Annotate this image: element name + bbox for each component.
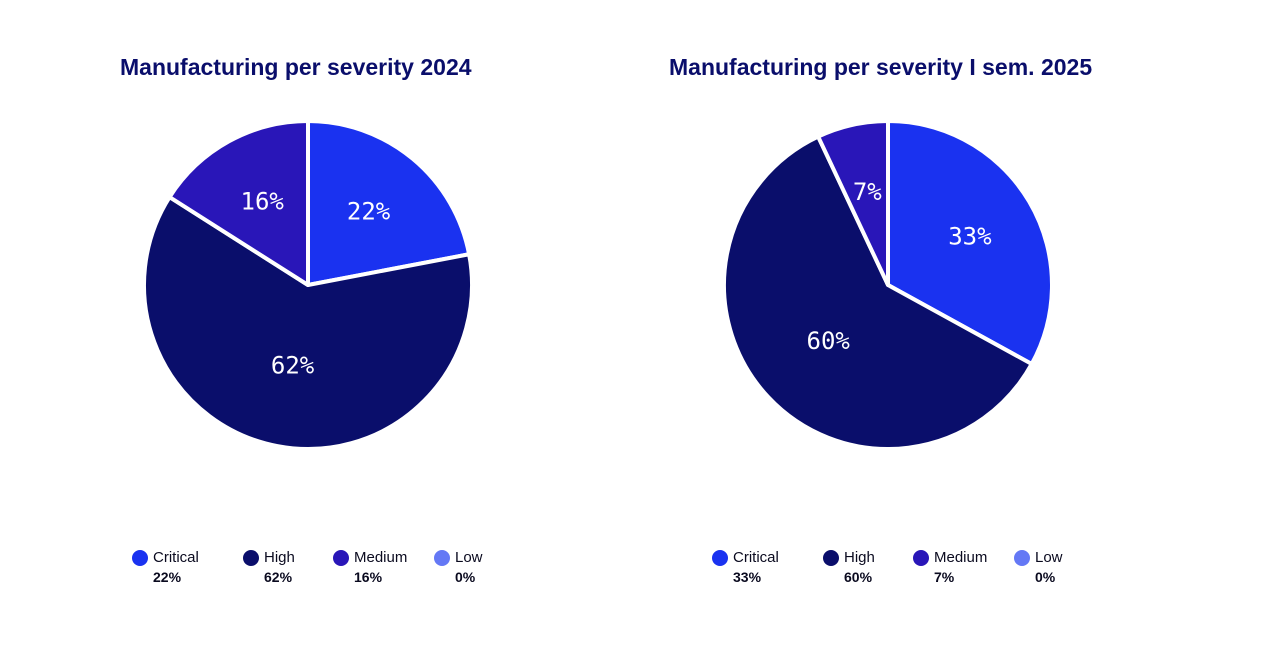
pie-slice-high	[142, 195, 474, 451]
chart-title: Manufacturing per severity 2024	[120, 54, 472, 80]
slice-label-high: 62%	[271, 352, 315, 380]
legend-swatch	[132, 550, 148, 566]
legend-label: Low	[1035, 549, 1063, 566]
legend-swatch	[913, 550, 929, 566]
legend-value: 33%	[733, 569, 762, 585]
legend-swatch	[243, 550, 259, 566]
legend-swatch	[1014, 550, 1030, 566]
chart-2025: Manufacturing per severity I sem. 2025 3…	[580, 0, 1180, 663]
pie-slice-critical	[306, 119, 472, 287]
pie-chart: 33% 60% 7%	[722, 119, 1054, 451]
legend-value: 16%	[354, 569, 383, 585]
legend-label: Critical	[153, 549, 199, 566]
legend-swatch	[823, 550, 839, 566]
legend-value: 62%	[264, 569, 293, 585]
legend-label: High	[264, 549, 295, 566]
slice-label-critical: 22%	[347, 198, 391, 226]
legend-swatch	[434, 550, 450, 566]
legend-value: 0%	[1035, 569, 1056, 585]
pie-slice-high	[722, 134, 1034, 451]
pie-slice-critical	[886, 119, 1054, 367]
slice-label-medium: 7%	[853, 178, 882, 206]
chart-title: Manufacturing per severity I sem. 2025	[669, 54, 1093, 80]
legend-label: High	[844, 549, 875, 566]
slice-label-medium: 16%	[241, 188, 285, 216]
pie-slice-medium	[167, 119, 310, 287]
legend-label: Medium	[934, 549, 988, 566]
pie-slice-medium	[816, 119, 890, 287]
legend-label: Critical	[733, 549, 779, 566]
legend-value: 60%	[844, 569, 873, 585]
legend-swatch	[712, 550, 728, 566]
legend-swatch	[333, 550, 349, 566]
legend-value: 0%	[455, 569, 476, 585]
slice-label-critical: 33%	[948, 223, 992, 251]
legend-label: Medium	[354, 549, 408, 566]
legend-value: 7%	[934, 569, 955, 585]
legend-label: Low	[455, 549, 483, 566]
chart-2024: Manufacturing per severity 2024 22% 62% 16…	[0, 0, 600, 663]
slice-label-high: 60%	[807, 327, 851, 355]
pie-chart: 22% 62% 16%	[142, 119, 474, 451]
legend-value: 22%	[153, 569, 182, 585]
